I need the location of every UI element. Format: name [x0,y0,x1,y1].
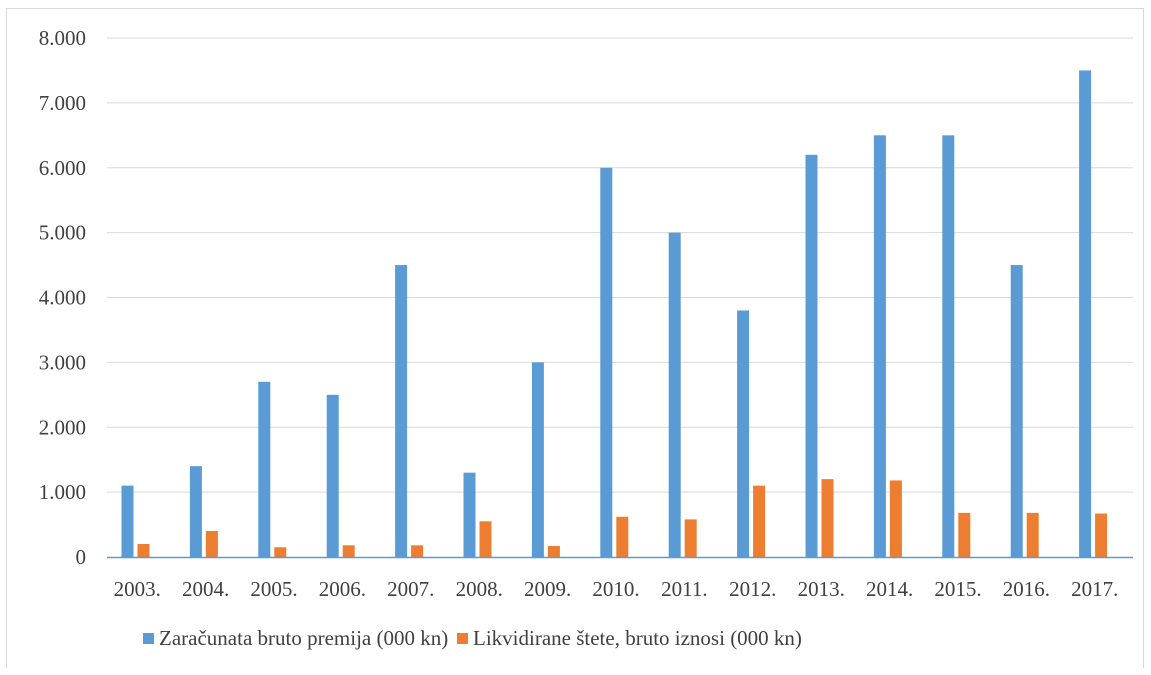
x-tick-label: 2013. [798,577,845,601]
x-tick-label: 2014. [866,577,913,601]
bar-claims [205,531,218,557]
y-tick-label: 1.000 [39,480,86,504]
x-tick-label: 2016. [1003,577,1050,601]
bars [121,70,1108,557]
x-tick-label: 2007. [387,577,434,601]
legend-swatch-claims [457,633,468,644]
bar-claims [547,545,560,557]
bar-premium [258,381,271,557]
y-tick-label: 7.000 [39,91,86,115]
bar-premium [737,310,750,557]
y-tick-label: 8.000 [39,26,86,50]
x-tick-label: 2012. [729,577,776,601]
bar-premium [395,265,408,557]
bar-claims [274,547,287,557]
bar-claims [137,544,150,557]
legend: Zaračunata bruto premija (000 kn) Likvidi… [143,626,802,650]
bar-premium [873,135,886,557]
bar-premium [600,167,613,557]
bar-premium [942,135,955,557]
y-tick-label: 5.000 [39,221,86,245]
y-tick-label: 3.000 [39,350,86,374]
legend-swatch-premium [143,633,154,644]
bar-premium [668,232,681,557]
x-tick-label: 2011. [661,577,707,601]
bar-premium [189,466,202,557]
bar-claims [958,512,971,557]
bar-claims [342,545,355,557]
y-tick-label: 2.000 [39,415,86,439]
bar-premium [326,394,339,557]
bar-claims [1026,512,1039,557]
bar-premium [1079,70,1092,557]
bar-premium [463,472,476,557]
y-tick-label: 4.000 [39,286,86,310]
bar-claims [889,480,902,557]
x-tick-label: 2005. [250,577,297,601]
bar-premium [1010,265,1023,557]
bar-claims [821,479,834,557]
bar-premium [531,362,544,557]
x-tick-label: 2009. [524,577,571,601]
y-tick-label: 6.000 [39,156,86,180]
x-tick-label: 2004. [182,577,229,601]
bar-claims [479,521,492,557]
bar-claims [753,485,766,557]
legend-label-premium: Zaračunata bruto premija (000 kn) [159,626,448,650]
y-axis-tick-labels: 0 1.000 2.000 3.000 4.000 5.000 6.000 7.000 8.00… [39,26,86,569]
x-tick-label: 2006. [319,577,366,601]
y-tick-label: 0 [76,545,87,569]
bar-claims [684,519,697,557]
x-tick-label: 2008. [456,577,503,601]
x-tick-label: 2017. [1071,577,1118,601]
legend-label-claims: Likvidirane štete, bruto iznosi (000 kn) [473,626,802,650]
x-tick-label: 2003. [114,577,161,601]
x-tick-label: 2015. [934,577,981,601]
x-tick-label: 2010. [592,577,639,601]
bar-premium [121,485,134,557]
bar-claims [1095,513,1108,557]
gridlines [107,37,1133,493]
bar-claims [411,545,424,557]
bar-claims [616,516,629,557]
bar-premium [805,154,818,557]
x-axis-tick-labels: 2003. 2004. 2005. 2006. 2007. 2008. 2009. 2010.… [114,577,1119,601]
